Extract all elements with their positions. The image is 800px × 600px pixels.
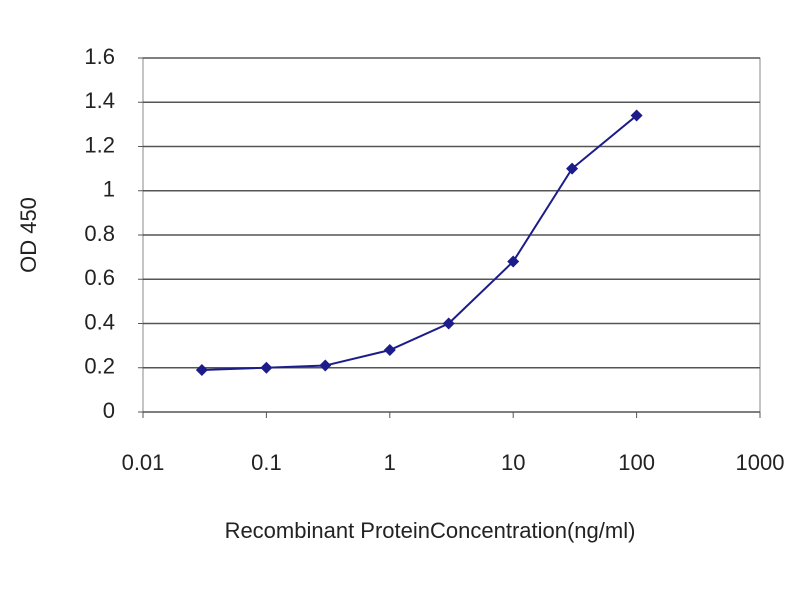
y-tick-label: 1.4 (84, 88, 115, 113)
data-point (442, 317, 455, 330)
data-point (260, 361, 273, 374)
y-tick-label: 0.8 (84, 221, 115, 246)
data-point (195, 363, 208, 376)
data-point (566, 162, 579, 175)
x-tick-label: 1 (384, 450, 396, 475)
x-tick-label: 10 (501, 450, 525, 475)
data-point (383, 344, 396, 357)
x-tick-label: 1000 (736, 450, 785, 475)
series-line (201, 114, 638, 371)
x-tick-label: 0.01 (122, 450, 165, 475)
y-tick-label: 0.6 (84, 265, 115, 290)
x-axis-label: Recombinant ProteinConcentration(ng/ml) (225, 518, 636, 543)
x-tick-label: 100 (618, 450, 655, 475)
data-point (630, 109, 643, 122)
y-axis-label: OD 450 (16, 197, 41, 273)
x-tick-label: 0.1 (251, 450, 282, 475)
y-tick-label: 1.2 (84, 132, 115, 157)
y-tick-label: 1 (103, 177, 115, 202)
y-tick-label: 0.2 (84, 354, 115, 379)
data-point (319, 359, 332, 372)
y-tick-label: 0.4 (84, 309, 115, 334)
data-point (507, 255, 520, 268)
y-tick-label: 1.6 (84, 44, 115, 69)
y-tick-label: 0 (103, 398, 115, 423)
